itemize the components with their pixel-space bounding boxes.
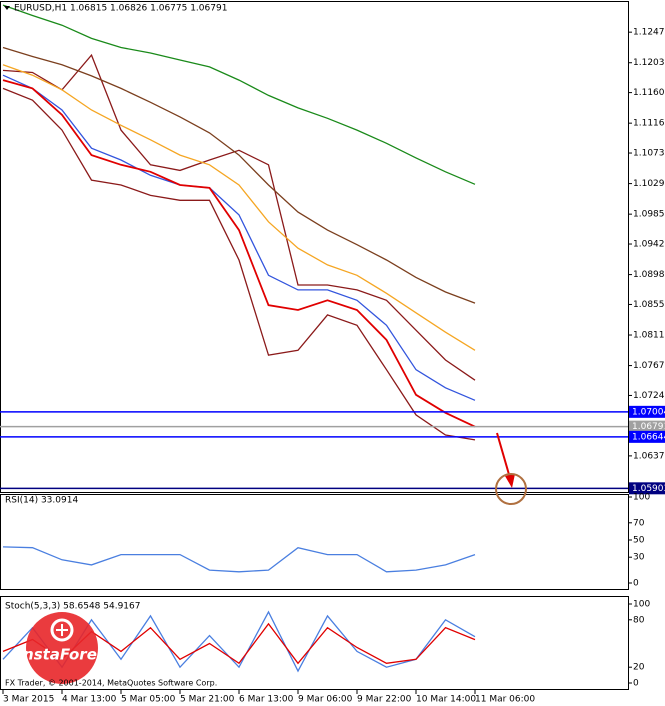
level-label: 1.06644 bbox=[632, 432, 665, 442]
y-tick-label: 1.08550 bbox=[633, 300, 665, 310]
logo-icon-cross bbox=[56, 624, 68, 636]
stoch-title: Stoch(5,3,3) 58.6548 54.9167 bbox=[5, 602, 140, 612]
y-tick-label: 0 bbox=[633, 679, 639, 689]
y-tick-label: 100 bbox=[633, 493, 650, 503]
x-tick-label: 10 Mar 14:00 bbox=[416, 695, 476, 705]
y-tick-label: 1.12030 bbox=[633, 58, 665, 68]
x-tick-label: 4 Mar 13:00 bbox=[62, 695, 117, 705]
series-line bbox=[2, 74, 476, 401]
series-line bbox=[2, 64, 476, 351]
y-tick-label: 1.12470 bbox=[633, 28, 665, 38]
series-line bbox=[2, 53, 476, 381]
logo-circle bbox=[26, 612, 98, 684]
y-tick-label: 1.07240 bbox=[633, 391, 665, 401]
level-label: 1.07004 bbox=[632, 407, 665, 417]
rsi-title: RSI(14) 33.0914 bbox=[5, 496, 78, 506]
title-marker bbox=[4, 6, 10, 10]
y-tick-label: 1.11160 bbox=[633, 119, 665, 129]
main-panel bbox=[0, 1, 629, 493]
y-tick-label: 20 bbox=[633, 663, 645, 673]
x-tick-label: 5 Mar 21:00 bbox=[180, 695, 235, 705]
x-tick-label: 9 Mar 22:00 bbox=[357, 695, 412, 705]
y-tick-label: 1.08110 bbox=[633, 331, 665, 341]
footer: FX Trader, © 2001-2014, MetaQuotes Softw… bbox=[5, 679, 217, 688]
x-tick-label: 6 Mar 13:00 bbox=[239, 695, 294, 705]
chart-title: EURUSD,H1 1.06815 1.06826 1.06775 1.0679… bbox=[14, 4, 227, 14]
x-tick-label: 5 Mar 05:00 bbox=[121, 695, 176, 705]
y-tick-label: 1.08980 bbox=[633, 270, 665, 280]
series-line bbox=[2, 546, 476, 573]
y-tick-label: 0 bbox=[633, 579, 639, 589]
y-tick-label: 1.09420 bbox=[633, 240, 665, 250]
series-line bbox=[2, 79, 476, 428]
level-label-box bbox=[629, 430, 665, 443]
level-label-box bbox=[629, 482, 665, 495]
y-tick-label: 30 bbox=[633, 553, 645, 563]
watermark: InstaForex bbox=[17, 646, 107, 664]
series-line bbox=[2, 4, 476, 185]
x-tick-label: 3 Mar 2015 bbox=[3, 695, 54, 705]
y-tick-label: 100 bbox=[633, 600, 650, 610]
y-tick-label: 1.10730 bbox=[633, 149, 665, 159]
y-tick-label: 1.07670 bbox=[633, 361, 665, 371]
series-line bbox=[2, 46, 476, 304]
level-label: 1.06791 bbox=[632, 422, 665, 432]
logo-icon bbox=[50, 618, 74, 642]
y-tick-label: 50 bbox=[633, 536, 645, 546]
y-tick-label: 70 bbox=[633, 518, 645, 528]
y-tick-label: 1.09850 bbox=[633, 210, 665, 220]
level-label-box bbox=[629, 420, 665, 433]
rsi-panel bbox=[0, 494, 629, 590]
x-tick-label: 11 Mar 06:00 bbox=[475, 695, 535, 705]
arrow-head bbox=[505, 474, 515, 488]
plot-layer: 1.12470 1.12030 1.11600 1.11160 1.10730 1.102… bbox=[0, 4, 665, 705]
level-label-box bbox=[629, 405, 665, 418]
x-tick-label: 9 Mar 06:00 bbox=[298, 695, 353, 705]
instaforex-logo bbox=[26, 612, 98, 684]
target-circle bbox=[495, 473, 527, 505]
y-tick-label: 1.11600 bbox=[633, 88, 665, 98]
y-tick-label: 1.06370 bbox=[633, 451, 665, 461]
arrow-shaft bbox=[496, 432, 511, 479]
y-tick-label: 1.10290 bbox=[633, 179, 665, 189]
y-tick-label: 80 bbox=[633, 615, 645, 625]
series-line bbox=[2, 87, 476, 441]
